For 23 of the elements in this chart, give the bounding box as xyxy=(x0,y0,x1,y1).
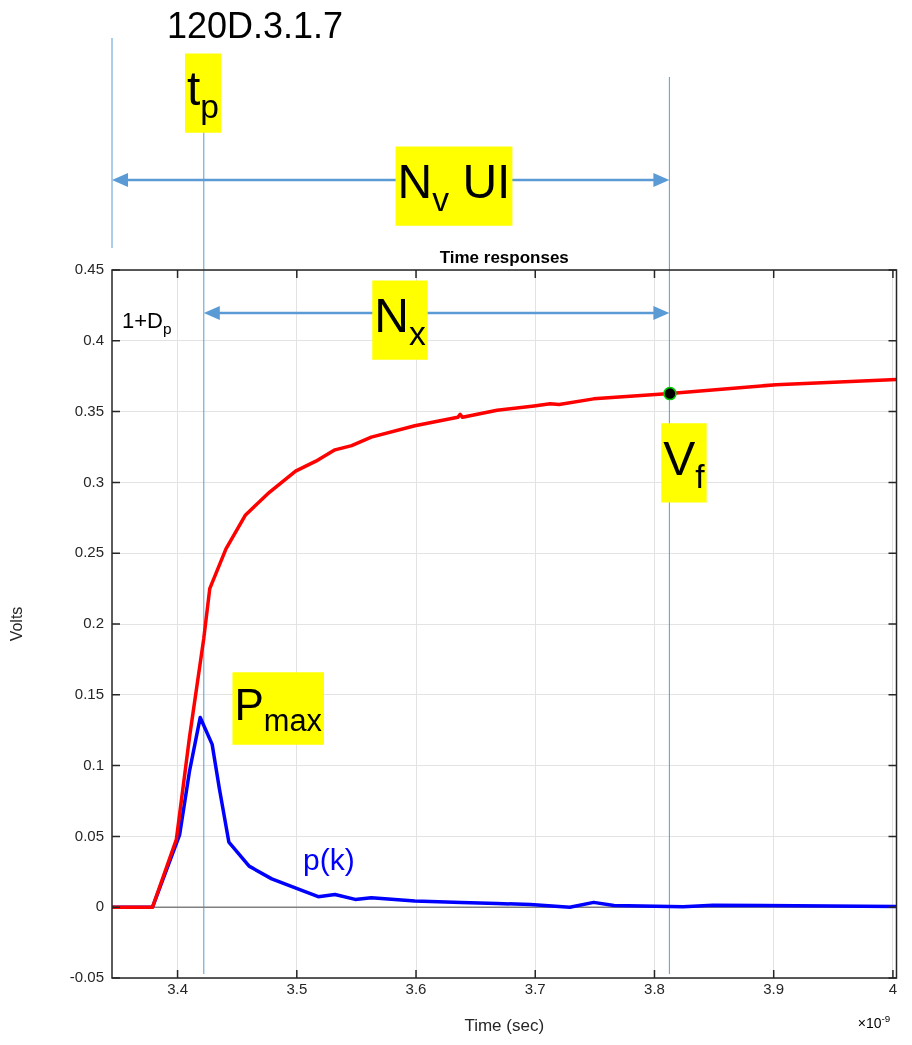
y-tick-label: 0.3 xyxy=(83,472,104,490)
x-tick-label: 4 xyxy=(888,980,898,998)
text: 120D.3.1.7 xyxy=(166,4,344,46)
chart-title: Time responses xyxy=(439,248,569,268)
y-tick-label: 0.4 xyxy=(83,330,104,348)
y-tick-label: 0 xyxy=(95,897,104,915)
y-tick-label: 0.45 xyxy=(74,260,104,278)
y-tick-label: 0.15 xyxy=(74,684,104,702)
y-axis-title: Volts xyxy=(8,606,26,642)
y-tick-label: 0.05 xyxy=(74,826,104,844)
y-tick-label: 0.35 xyxy=(74,401,104,419)
x-axis-title: Time (sec) xyxy=(464,1016,545,1036)
y-tick-label: 0.25 xyxy=(74,543,104,561)
x-tick-label: 3.6 xyxy=(405,980,427,998)
x-tick-label: 3.9 xyxy=(763,980,785,998)
x-tick-label: 3.7 xyxy=(524,980,546,998)
y-tick-label: -0.05 xyxy=(69,968,104,986)
x-tick-label: 3.5 xyxy=(286,980,308,998)
x-tick-label: 3.8 xyxy=(644,980,665,998)
y-tick-label: 0.1 xyxy=(83,755,104,773)
x-tick-label: 3.4 xyxy=(167,980,188,998)
annotation: p(k) xyxy=(302,842,355,876)
y-tick-label: 0.2 xyxy=(83,614,104,632)
